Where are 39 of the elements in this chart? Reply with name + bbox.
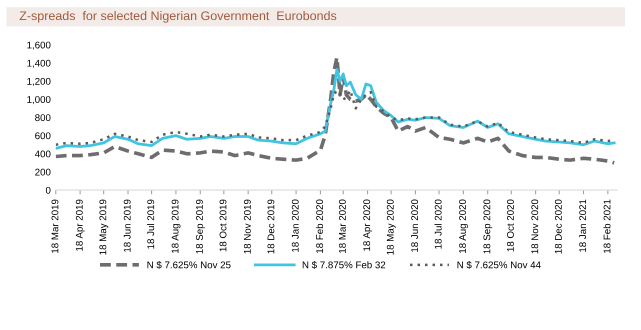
y-tick-label: 1,000 <box>27 96 51 104</box>
x-tick-label: 18 Mar 2020 <box>338 199 346 253</box>
legend-label: N $ 7.875% Feb 32 <box>302 261 386 269</box>
chart-title: Z-spreads for selected Nigerian Government Eurobonds <box>20 11 336 23</box>
y-tick-label: 600 <box>35 132 51 140</box>
x-tick-label: 18 May 2020 <box>386 199 396 255</box>
x-tick-label: 18 Jul 2020 <box>434 199 442 249</box>
x-tick-label: 18 Oct 2020 <box>506 199 514 252</box>
x-tick-label: 18 Feb 2021 <box>603 200 610 253</box>
line-series <box>56 56 616 165</box>
x-tick-label: 18 Sep 2019 <box>196 200 205 254</box>
x-tick-label: 18 Apr 2019 <box>76 200 85 251</box>
y-tick-label: 200 <box>35 168 51 176</box>
x-tick-label: 18 Sep 2020 <box>483 199 492 254</box>
x-tick-label: 18 May 2019 <box>99 200 108 255</box>
x-tick-label: 18 Mar 2019 <box>51 200 58 253</box>
x-tick-label: 18 Nov 2020 <box>531 199 538 254</box>
x-tick-label: 18 Dec 2019 <box>267 200 274 254</box>
y-tick-label: 1,400 <box>27 60 51 68</box>
legend-label: N $ 7.625% Nov 25 <box>147 261 231 269</box>
y-tick-label: 0 <box>46 186 51 194</box>
x-tick-label: 18 Oct 2019 <box>220 200 226 252</box>
x-tick-label: 18 Aug 2020 <box>459 199 468 253</box>
y-tick-label: 1,600 <box>27 42 51 50</box>
x-tick-label: 18 Apr 2020 <box>363 199 372 251</box>
x-tick-label: 18 Jun 2020 <box>411 199 418 252</box>
y-tick-label: 400 <box>34 150 51 158</box>
y-tick-label: 800 <box>35 114 51 122</box>
legend-label: N $ 7.625% Nov 44 <box>457 261 541 269</box>
x-tick-label: 18 Dec 2020 <box>554 199 562 254</box>
y-tick-label: 1,200 <box>27 78 51 86</box>
x-tick-label: 18 Jun 2019 <box>124 200 131 252</box>
x-tick-label: 18 Jul 2019 <box>147 200 154 249</box>
x-tick-label: 18 Jan 2021 <box>579 200 586 252</box>
x-tick-label: 18 Jan 2020 <box>292 199 299 252</box>
x-tick-label: 18 Feb 2020 <box>316 199 324 253</box>
line-series <box>56 68 616 150</box>
x-tick-label: 18 Aug 2019 <box>172 200 180 253</box>
x-tick-label: 18 Nov 2019 <box>244 200 251 254</box>
